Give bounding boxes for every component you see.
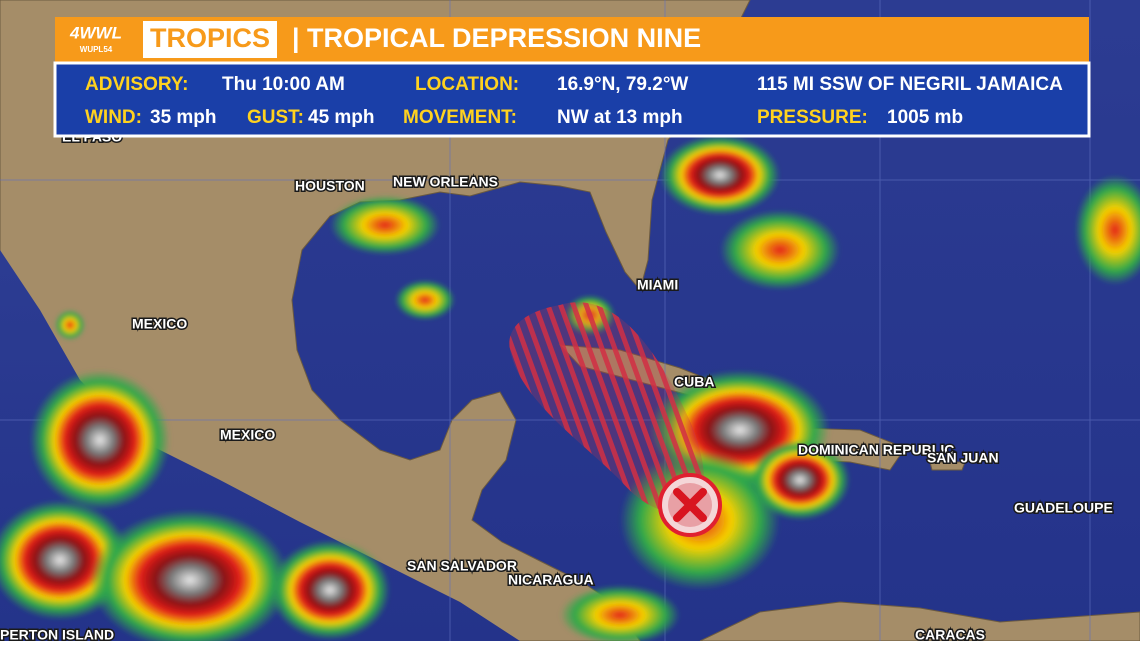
storm-icon [658, 473, 722, 537]
advisory: ADVISORY: Thu 10:00 AM LOCATION: 16.9°N, 79… [85, 74, 1063, 128]
map-label: SAN SALVADOR [407, 558, 517, 574]
headline: | TROPICAL DEPRESSION NINE [292, 23, 701, 53]
logo-sub: WUPL54 [80, 45, 113, 54]
field-value: 115 MI SSW OF NEGRIL JAMAICA [757, 74, 1063, 95]
field-value: Thu 10:00 AM [222, 74, 345, 95]
logo: 4WWL [69, 23, 122, 42]
satellite-clouds [0, 135, 1140, 646]
map-label: GUADELOUPE [1014, 500, 1113, 516]
map-label: NICARAGUA [508, 572, 594, 588]
map-label: DOMINICAN REPUBLIC [798, 442, 954, 458]
field-label: WIND: [85, 107, 142, 128]
field-label: MOVEMENT: [403, 107, 517, 128]
field-value: 1005 mb [887, 107, 963, 128]
forecast-cone [509, 302, 704, 512]
field-value: 35 mph [150, 107, 217, 128]
map-label: HOUSTON [295, 178, 365, 194]
map-label: NEW ORLEANS [393, 174, 498, 190]
map-label: CUBA [674, 374, 714, 390]
map-label: CARACAS [915, 627, 985, 641]
header: 4WWL WUPL54 TROPICS | TROPICAL DEPRESSIO… [53, 17, 1091, 138]
field-value: 45 mph [308, 107, 375, 128]
map-label: MEXICO [132, 316, 187, 332]
field-label: ADVISORY: [85, 74, 188, 95]
map-labels: EL PASOHOUSTONNEW ORLEANSMIAMIMEXICOMEXI… [0, 127, 1114, 644]
field-label: GUST: [247, 107, 304, 128]
map-label: MIAMI [637, 277, 678, 293]
section-box [143, 21, 277, 58]
map-label: PERTON ISLAND [0, 627, 114, 641]
section: TROPICS [150, 23, 270, 53]
map-label: SAN JUAN [927, 450, 999, 466]
map-label: MEXICO [220, 427, 275, 443]
field-value: NW at 13 mph [557, 107, 683, 128]
field-label: LOCATION: [415, 74, 519, 95]
field-label: PRESSURE: [757, 107, 868, 128]
field-value: 16.9°N, 79.2°W [557, 74, 688, 95]
advisory-panel [53, 61, 1091, 138]
